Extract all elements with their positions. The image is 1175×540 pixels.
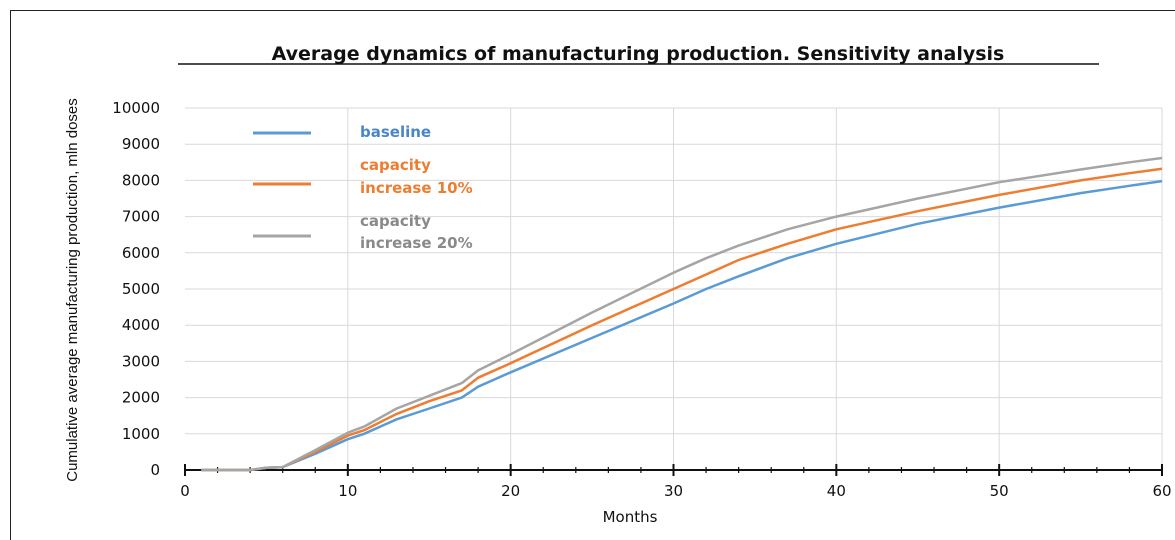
legend-label-2: capacity	[360, 156, 431, 174]
y-tick-label: 1000	[122, 425, 160, 443]
x-tick-label: 0	[180, 482, 190, 500]
x-tick-label: 40	[827, 482, 846, 500]
y-tick-label: 0	[150, 461, 160, 479]
series-line-2	[201, 167, 1163, 472]
legend: baseline capacity increase 10% capacity incr…	[253, 123, 473, 252]
x-tick-label: 60	[1152, 482, 1171, 500]
y-tick-label: 3000	[122, 352, 160, 370]
legend-label-3-line2: increase 20%	[360, 234, 473, 252]
legend-label-3: capacity	[360, 212, 431, 230]
y-tick-label: 5000	[122, 280, 160, 298]
axes	[184, 464, 1163, 476]
series-line-3	[201, 156, 1163, 472]
y-axis-label: Cumulative average manufacturing product…	[64, 98, 81, 482]
x-tick-label: 30	[664, 482, 683, 500]
x-axis-label: Months	[603, 508, 658, 526]
x-tick-label: 10	[338, 482, 357, 500]
legend-label-2-line2: increase 10%	[360, 179, 473, 197]
chart-title: Average dynamics of manufacturing produc…	[272, 43, 1005, 65]
y-tick-label: 6000	[122, 244, 160, 262]
y-tick-label: 2000	[122, 389, 160, 407]
y-tick-label: 10000	[112, 99, 160, 117]
x-tick-label: 20	[501, 482, 520, 500]
y-tick-label: 8000	[122, 171, 160, 189]
x-tick-label: 50	[990, 482, 1009, 500]
y-tick-label: 9000	[122, 135, 160, 153]
chart-frame	[10, 10, 1175, 540]
y-tick-label: 7000	[122, 208, 160, 226]
legend-label-1: baseline	[360, 123, 431, 141]
x-tick-labels: 0 10 20 30 40 50 60	[180, 482, 1171, 500]
y-tick-label: 4000	[122, 316, 160, 334]
y-tick-labels: 0 1000 2000 3000 4000 5000 6000 7000 8000 9000 100…	[112, 99, 160, 479]
series-lines	[201, 156, 1163, 472]
